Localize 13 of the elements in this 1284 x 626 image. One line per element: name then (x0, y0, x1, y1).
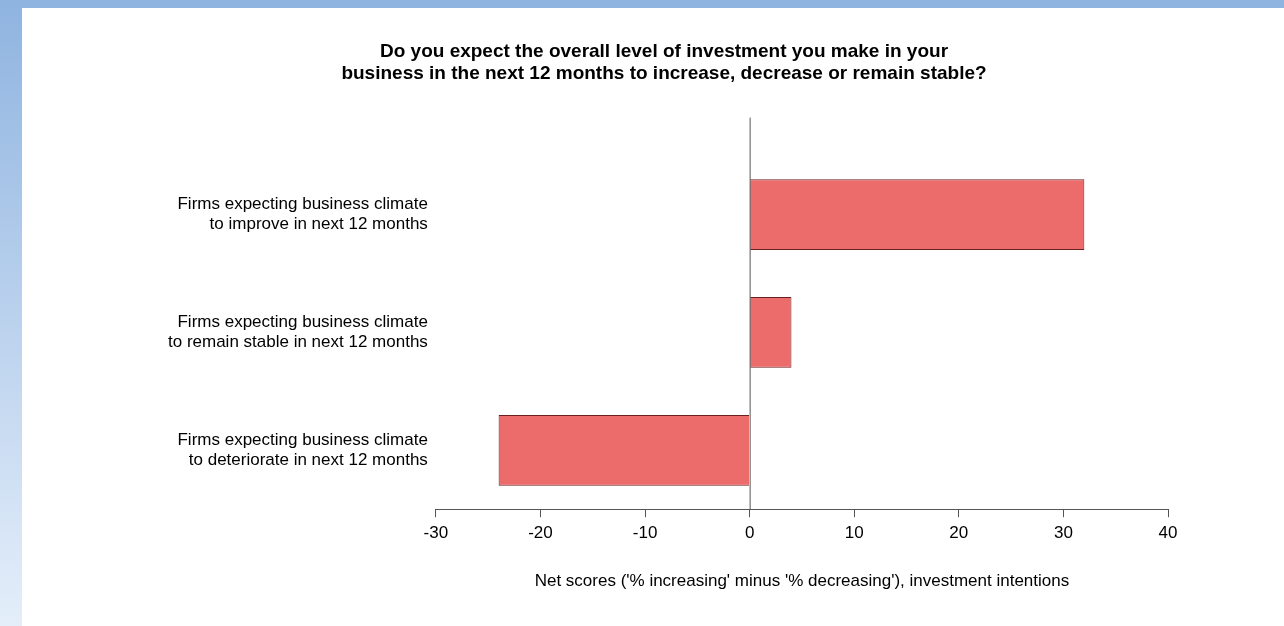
x-tick-label: -10 (632, 523, 658, 543)
chart-title: Do you expect the overall level of investment you make in your business in the next 12 months to increase, decrease or remain stable? (341, 39, 987, 84)
x-tick-label: 30 (1053, 523, 1073, 543)
x-tick-label: -30 (423, 523, 449, 543)
x-tick-label: -20 (528, 523, 553, 543)
y-tick-label: Firms expecting business climate to remain stable in next 12 months (167, 311, 428, 352)
y-tick-label: Firms expecting business climate to improve in next 12 months (177, 194, 428, 234)
x-tick-label: 10 (844, 523, 864, 543)
x-tick-label: 0 (744, 523, 755, 543)
x-axis-title: Net scores ('% increasing' minus '% decreasing'), investment intentions (534, 571, 1070, 591)
x-tick-label: 40 (1158, 523, 1178, 543)
y-tick-label: Firms expecting business climate to deteriorate in next 12 months (177, 429, 428, 470)
x-tick-label: 20 (949, 523, 969, 543)
